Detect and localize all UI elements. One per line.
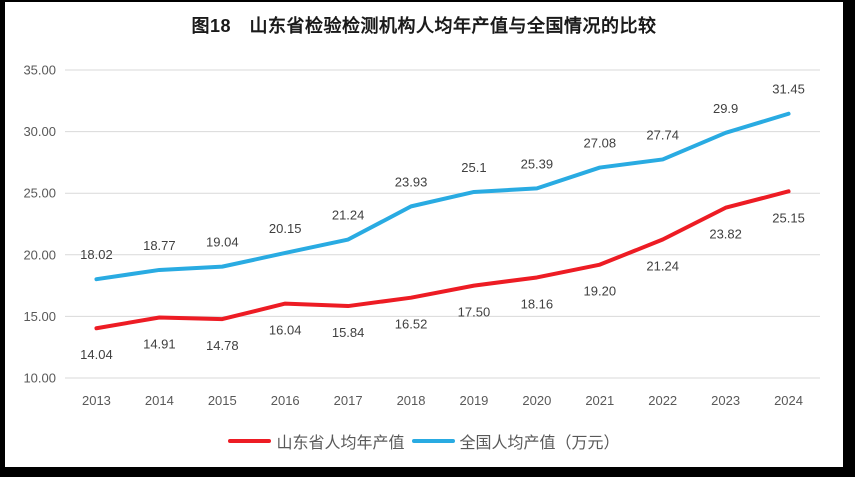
shandong-series-line xyxy=(94,189,791,331)
data-label: 31.45 xyxy=(772,82,805,97)
legend-label-national: 全国人均产值（万元） xyxy=(459,435,620,452)
data-label: 29.9 xyxy=(713,101,738,116)
y-axis-tick-label: 15.00 xyxy=(23,309,56,324)
y-axis-tick-label: 35.00 xyxy=(23,63,56,78)
data-label: 27.74 xyxy=(646,127,679,142)
x-axis-tick-label: 2024 xyxy=(774,393,803,408)
data-label: 14.91 xyxy=(143,337,176,352)
data-label: 25.1 xyxy=(461,160,486,175)
national-series-line xyxy=(94,111,791,282)
data-label: 16.52 xyxy=(395,317,428,332)
x-axis-tick-label: 2018 xyxy=(397,393,426,408)
data-label: 25.39 xyxy=(521,156,554,171)
y-axis-tick-label: 25.00 xyxy=(23,186,56,201)
x-axis-tick-label: 2015 xyxy=(208,393,237,408)
data-label: 14.04 xyxy=(80,347,113,362)
y-axis-tick-label: 10.00 xyxy=(23,371,56,386)
data-label: 19.20 xyxy=(584,284,617,299)
legend-item-national: 全国人均产值（万元） xyxy=(411,429,620,453)
data-label: 21.24 xyxy=(332,208,365,223)
x-axis-tick-label: 2016 xyxy=(271,393,300,408)
data-label: 17.50 xyxy=(458,305,491,320)
legend-label-shandong: 山东省人均年产值 xyxy=(276,435,405,452)
y-axis-tick-label: 20.00 xyxy=(23,247,56,262)
data-label: 19.04 xyxy=(206,235,239,250)
x-axis-tick-label: 2023 xyxy=(711,393,740,408)
data-label: 16.04 xyxy=(269,323,302,338)
line-chart-plot-area: 35.00 30.00 25.00 20.00 15.00 10.00 2013 2014 20… xyxy=(23,63,820,408)
x-axis-tick-label: 2022 xyxy=(648,393,677,408)
data-label: 23.82 xyxy=(709,227,742,242)
x-axis-tick-label: 2020 xyxy=(522,393,551,408)
data-label: 25.15 xyxy=(772,210,805,225)
chart-canvas: 图18 山东省检验检测机构人均年产值与全国情况的比较 35.00 30.00 25.… xyxy=(5,2,843,467)
data-label: 18.16 xyxy=(521,296,554,311)
data-label: 14.78 xyxy=(206,338,239,353)
chart-legend: 山东省人均年产值 全国人均产值（万元） xyxy=(5,429,843,453)
data-label: 18.77 xyxy=(143,238,176,253)
blue-line-swatch-icon xyxy=(411,439,455,443)
red-line-swatch-icon xyxy=(228,439,272,443)
y-axis-tick-label: 30.00 xyxy=(23,124,56,139)
data-label: 21.24 xyxy=(646,259,679,274)
data-label: 15.84 xyxy=(332,325,365,340)
data-label: 23.93 xyxy=(395,174,428,189)
x-axis-tick-label: 2017 xyxy=(334,393,363,408)
x-axis-tick-label: 2019 xyxy=(459,393,488,408)
legend-item-shandong: 山东省人均年产值 xyxy=(228,429,405,453)
x-axis-tick-label: 2013 xyxy=(82,393,111,408)
data-label: 27.08 xyxy=(584,136,617,151)
data-label: 18.02 xyxy=(80,247,113,262)
chart-title: 图18 山东省检验检测机构人均年产值与全国情况的比较 xyxy=(191,16,657,36)
data-label: 20.15 xyxy=(269,221,302,236)
x-axis-tick-label: 2021 xyxy=(585,393,614,408)
x-axis-tick-label: 2014 xyxy=(145,393,174,408)
